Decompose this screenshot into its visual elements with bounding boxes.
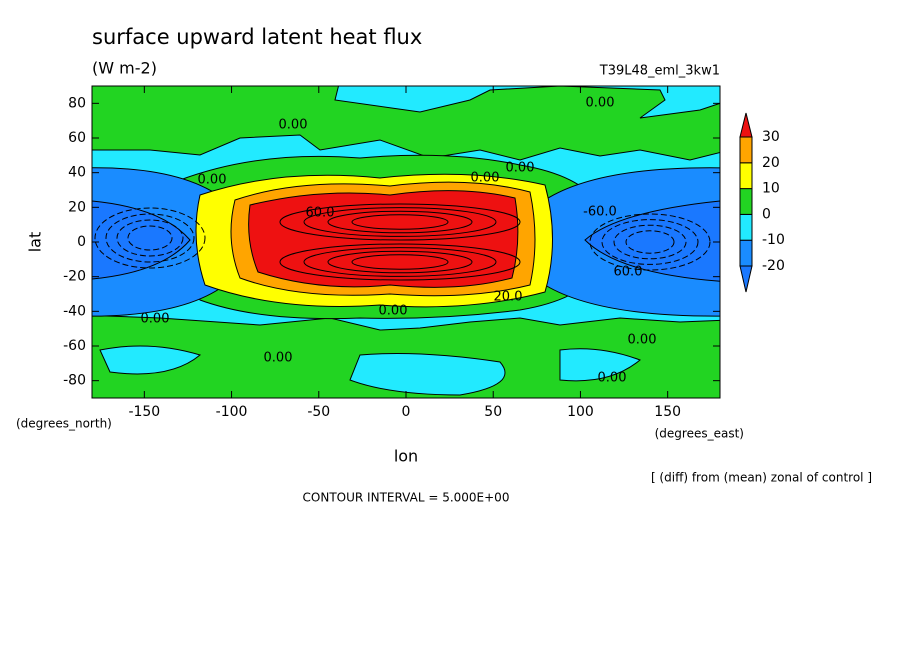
- plot-area: 0.00 0.00 0.00 0.00 0.00 0.00 0.00 0.00 0.00 0.00…: [91, 85, 721, 399]
- colorbar-segment: [739, 112, 753, 138]
- y-tick-label: -60: [63, 338, 86, 354]
- contour-label: 0.00: [586, 96, 615, 111]
- x-tick-label: -50: [307, 404, 330, 420]
- contour-label: 60.0: [614, 265, 643, 280]
- colorbar-label: 0: [762, 206, 771, 222]
- units: (W m-2): [92, 59, 157, 78]
- run-label: T39L48_eml_3kw1: [599, 64, 720, 79]
- contour-region: [559, 348, 641, 382]
- chart-title: surface upward latent heat flux: [92, 25, 422, 49]
- y-axis-label: lat: [26, 232, 45, 253]
- x-tick-label: -150: [128, 404, 160, 420]
- x-tick-label: 100: [567, 404, 594, 420]
- contour-label: 0.00: [506, 161, 535, 176]
- colorbar-label: -10: [762, 232, 785, 248]
- y-tick-label: 80: [68, 95, 86, 111]
- field: 0.00 0.00 0.00 0.00 0.00 0.00 0.00 0.00 0.00 0.00…: [92, 86, 720, 398]
- contour-interval: CONTOUR INTERVAL = 5.000E+00: [303, 491, 510, 505]
- y-tick-label: 0: [77, 234, 86, 250]
- colorbar-label: 10: [762, 181, 780, 197]
- colorbar-segment: [739, 213, 753, 241]
- x-tick-label: 150: [654, 404, 681, 420]
- colorbar-segment: [739, 239, 753, 267]
- contour-line: [303, 247, 497, 277]
- contour-region: [99, 345, 202, 375]
- contour-line: [303, 207, 497, 237]
- y-tick-label: 40: [68, 165, 86, 181]
- contour-line: [327, 250, 473, 274]
- contour-line: [613, 224, 687, 260]
- contour-line: [351, 254, 449, 270]
- contour-region: [92, 200, 191, 280]
- contour-region: [584, 200, 720, 282]
- contour-line: [116, 219, 184, 257]
- contour-label: 60.0: [306, 206, 335, 221]
- y-tick-label: -40: [63, 303, 86, 319]
- x-tick-label: 0: [402, 404, 411, 420]
- contour-label: 0.00: [628, 333, 657, 348]
- contour-line: [625, 230, 675, 254]
- colorbar-label: -20: [762, 258, 785, 274]
- contour-label: 20.0: [494, 290, 523, 305]
- contour-label: 0.00: [379, 304, 408, 319]
- x-tick-label: -100: [216, 404, 248, 420]
- contour-label: 0.00: [471, 171, 500, 186]
- colorbar-segment: [739, 162, 753, 190]
- contour-line: [327, 210, 473, 234]
- contour-label: -60.0: [583, 205, 617, 220]
- y-tick-label: -80: [63, 373, 86, 389]
- contour-label: 0.00: [264, 351, 293, 366]
- y-tick-label: -20: [63, 269, 86, 285]
- contour-line: [601, 219, 699, 265]
- x-axis-label: lon: [394, 447, 418, 466]
- note: [ (diff) from (mean) zonal of control ]: [651, 471, 872, 485]
- colorbar-segment: [739, 188, 753, 215]
- contour-label: 0.00: [279, 118, 308, 133]
- y-tick-label: 20: [68, 199, 86, 215]
- contour-region: [349, 353, 506, 396]
- contour-line: [279, 243, 521, 281]
- x-tick-label: 50: [484, 404, 502, 420]
- contour-line: [127, 225, 173, 251]
- contour-line: [589, 213, 711, 271]
- contour-label: 0.00: [141, 312, 170, 327]
- contour-line: [94, 207, 206, 269]
- y-tick-label: 60: [68, 130, 86, 146]
- colorbar-label: 20: [762, 155, 780, 171]
- contour-label: 0.00: [598, 371, 627, 386]
- colorbar-segment: [739, 136, 753, 164]
- y-units: (degrees_north): [16, 417, 112, 431]
- contour-line: [279, 203, 521, 241]
- colorbar-segment: [739, 265, 753, 293]
- colorbar-label: 30: [762, 129, 780, 145]
- x-units: (degrees_east): [655, 427, 744, 441]
- contour-line: [351, 214, 449, 230]
- contour-line: [105, 213, 195, 263]
- contour-label: 0.00: [198, 173, 227, 188]
- contour-region: [92, 86, 720, 161]
